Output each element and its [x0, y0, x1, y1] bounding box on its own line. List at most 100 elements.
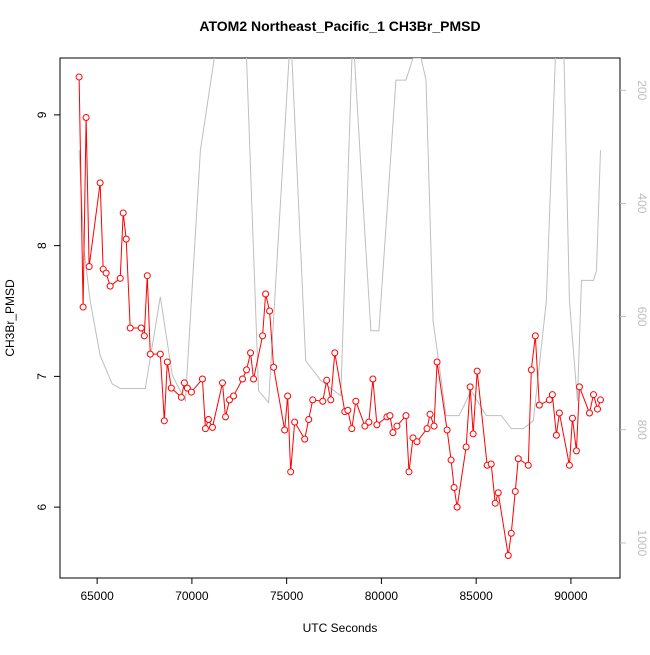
y-axis-label: CH3Br_PMSD [3, 279, 17, 357]
data-point [143, 272, 151, 280]
data-point [259, 332, 267, 340]
data-point [593, 405, 601, 413]
data-point [473, 367, 481, 375]
data-point [433, 358, 441, 366]
y2-tick-label: 800 [635, 420, 649, 440]
data-point [548, 391, 556, 399]
data-point [266, 307, 274, 315]
data-point [204, 416, 212, 424]
data-point [96, 179, 104, 187]
data-point [514, 455, 522, 463]
data-point [535, 401, 543, 409]
data-point [447, 456, 455, 464]
data-point [187, 388, 195, 396]
data-point [79, 303, 87, 311]
data-point [327, 396, 335, 404]
y2-tick-label: 1000 [635, 530, 649, 557]
data-point [291, 418, 299, 426]
data-point [305, 416, 313, 424]
data-point [119, 209, 127, 217]
data-point [487, 460, 495, 468]
data-point [270, 363, 278, 371]
data-line [78, 58, 601, 430]
data-point [565, 461, 573, 469]
data-point [218, 379, 226, 387]
y2-tick-label: 600 [635, 307, 649, 327]
data-point [575, 383, 583, 391]
y2-tick-label: 200 [635, 80, 649, 100]
data-point [177, 393, 185, 401]
x-tick-label: 75000 [270, 589, 304, 603]
data-point [221, 413, 229, 421]
y-tick-label: 6 [35, 503, 49, 510]
data-point [137, 324, 145, 332]
data-point [75, 73, 83, 81]
data-point [82, 113, 90, 121]
data-point [365, 418, 373, 426]
data-point [386, 412, 394, 420]
data-point [281, 426, 289, 434]
data-point [106, 282, 114, 290]
y-tick-label: 8 [35, 242, 49, 249]
y2-tick-label: 400 [635, 193, 649, 213]
data-point [287, 468, 295, 476]
x-tick-label: 80000 [365, 589, 399, 603]
x-tick-label: 70000 [175, 589, 209, 603]
data-point [301, 435, 309, 443]
plot-frame [59, 57, 621, 579]
data-point [524, 461, 532, 469]
data-point [405, 468, 413, 476]
data-point [413, 438, 421, 446]
data-point [140, 332, 148, 340]
data-point [423, 425, 431, 433]
data-point [389, 429, 397, 437]
data-point [491, 499, 499, 507]
data-point [453, 503, 461, 511]
data-point [309, 396, 317, 404]
data-point [319, 397, 327, 405]
data-point [596, 396, 604, 404]
data-point [545, 396, 553, 404]
data-point [402, 412, 410, 420]
data-point [163, 358, 171, 366]
data-point [494, 489, 502, 497]
data-point [230, 392, 238, 400]
data-point [504, 552, 512, 560]
y-tick-label: 7 [35, 373, 49, 380]
data-point [555, 409, 563, 417]
data-point [160, 417, 168, 425]
x-tick-label: 85000 [459, 589, 493, 603]
data-point [116, 274, 124, 282]
data-point [198, 375, 206, 383]
data-point [393, 422, 401, 430]
data-point [373, 421, 381, 429]
data-point [450, 484, 458, 492]
data-point [527, 366, 535, 374]
data-point [284, 392, 292, 400]
data-point [250, 375, 258, 383]
data-point [462, 443, 470, 451]
data-point [146, 350, 154, 358]
data-point [180, 379, 188, 387]
data-point [552, 431, 560, 439]
data-point [262, 290, 270, 298]
data-point [531, 332, 539, 340]
x-axis-label: UTC Seconds [303, 621, 378, 635]
data-point [239, 375, 247, 383]
data-point [352, 397, 360, 405]
data-point [201, 425, 209, 433]
data-point [585, 409, 593, 417]
data-point [430, 422, 438, 430]
data-point [344, 406, 352, 414]
data-point [247, 349, 255, 357]
data-point [122, 235, 130, 243]
data-point [102, 269, 110, 277]
data-point [126, 324, 134, 332]
data-point [323, 376, 331, 384]
data-point [469, 430, 477, 438]
data-point [85, 263, 93, 271]
data-point [348, 425, 356, 433]
data-point [331, 349, 339, 357]
data-point [443, 426, 451, 434]
